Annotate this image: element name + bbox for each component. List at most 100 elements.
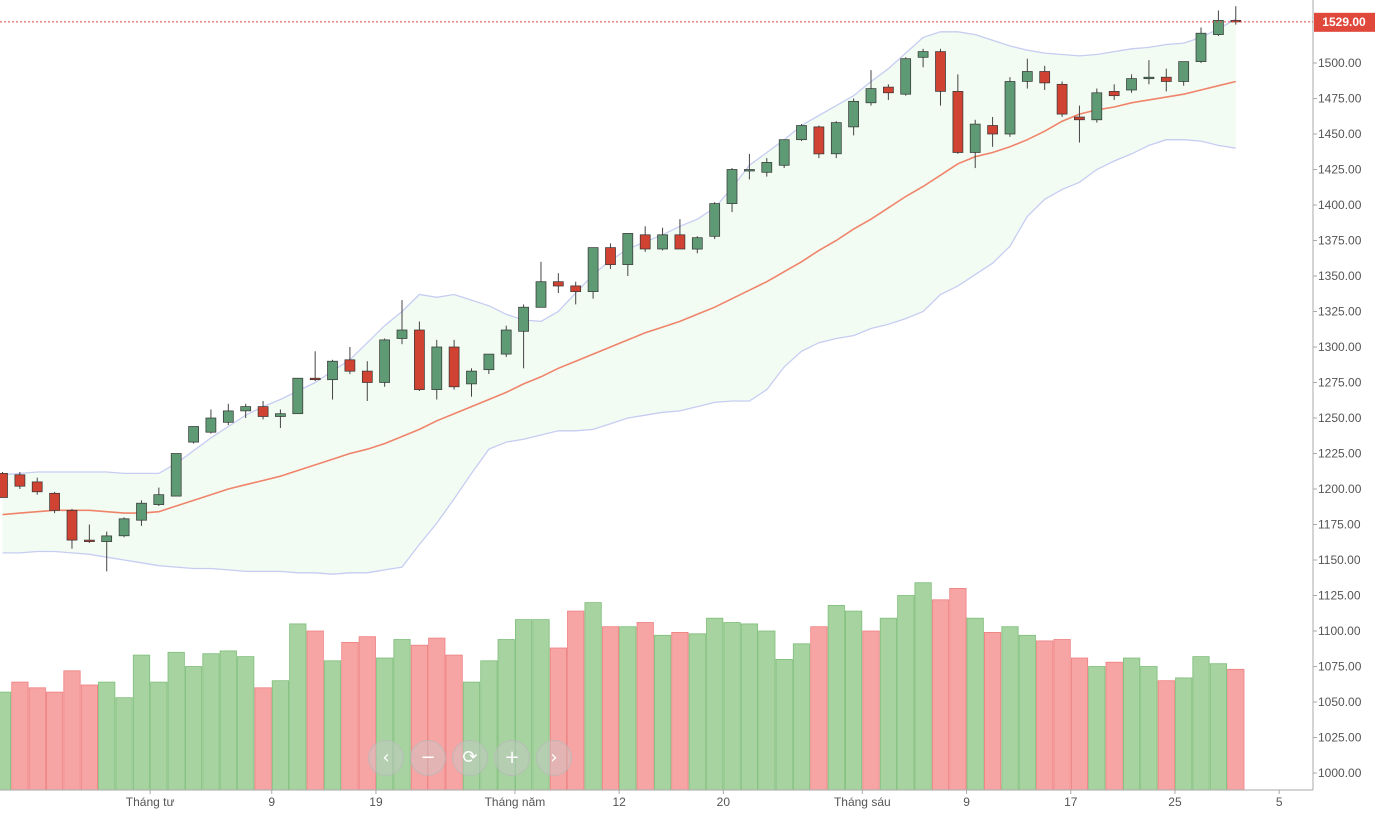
volume-bar <box>289 623 307 791</box>
volume-bar <box>1036 640 1054 791</box>
candle <box>379 338 390 387</box>
candle <box>414 321 425 392</box>
candle-body <box>1021 71 1033 82</box>
volume-bar <box>845 610 863 791</box>
candle-body <box>639 234 651 250</box>
candle-body <box>1160 76 1172 82</box>
volume-bar <box>1053 639 1071 791</box>
volume-bar <box>949 588 967 791</box>
candle-body <box>1039 71 1051 84</box>
candle <box>1143 60 1155 85</box>
candle <box>483 353 495 374</box>
candle-body <box>240 406 252 412</box>
candle-body <box>14 474 26 487</box>
candle-body <box>778 139 790 166</box>
candle <box>1230 6 1242 25</box>
candle <box>188 426 199 444</box>
candle-body <box>188 426 199 443</box>
candle-body <box>691 237 703 250</box>
candle-body <box>66 509 78 541</box>
volume-bar <box>1209 663 1227 791</box>
candle-body <box>431 346 443 390</box>
x-tick-label: 12 <box>612 795 626 809</box>
volume-bar <box>897 595 915 791</box>
scroll-left-button[interactable]: ‹ <box>368 740 404 776</box>
x-tick-label: 20 <box>717 795 731 809</box>
candle-body <box>1213 20 1224 35</box>
candle <box>275 409 286 428</box>
y-tick-label: 1050.00 <box>1318 695 1362 709</box>
volume-bar <box>827 605 845 791</box>
scroll-right-button[interactable]: › <box>536 740 572 776</box>
bollinger-bands <box>2 18 1237 575</box>
band-fill <box>2 19 1236 575</box>
candle <box>796 124 807 142</box>
candle-body <box>31 481 43 493</box>
candle <box>292 377 304 415</box>
candle <box>14 471 26 489</box>
zoom-in-button[interactable]: + <box>494 740 530 776</box>
candle-body <box>969 123 981 153</box>
candle <box>257 400 269 420</box>
x-tick-label: 19 <box>369 795 383 809</box>
candle-body <box>1143 76 1155 80</box>
candle <box>448 339 460 390</box>
candle <box>969 119 981 169</box>
candle-body <box>361 370 373 383</box>
candle <box>136 500 147 526</box>
candle <box>1160 68 1172 92</box>
candle-body <box>1178 61 1190 82</box>
candle <box>935 48 946 106</box>
volume-bar <box>931 599 950 791</box>
candle-body <box>292 377 304 415</box>
candle-body <box>935 51 946 92</box>
volume-bar <box>1018 634 1036 791</box>
candle-body <box>170 453 182 497</box>
volume-bars <box>0 582 1245 791</box>
volume-bar <box>80 684 98 791</box>
candle <box>1108 84 1120 100</box>
candle-body <box>535 281 547 308</box>
candles <box>0 6 1242 572</box>
candle-body <box>848 100 859 128</box>
candle <box>657 227 668 251</box>
reset-zoom-button[interactable]: ⟳ <box>452 740 488 776</box>
candle <box>1213 10 1224 37</box>
candle <box>917 48 929 68</box>
zoom-out-button[interactable]: − <box>410 740 446 776</box>
candle <box>49 491 60 514</box>
candle <box>639 226 651 252</box>
volume-bar <box>1157 680 1175 791</box>
candle-body <box>222 410 234 423</box>
y-tick-label: 1350.00 <box>1318 269 1362 283</box>
candle-body <box>275 413 286 417</box>
candle <box>84 524 95 543</box>
candle <box>674 219 686 250</box>
y-tick-label: 1125.00 <box>1318 589 1361 603</box>
candle <box>813 125 825 159</box>
y-tick-label: 1150.00 <box>1318 553 1361 567</box>
volume-bar <box>706 617 724 791</box>
candle <box>778 139 790 169</box>
volume-bar <box>11 681 29 791</box>
candle <box>327 359 338 400</box>
candle-body <box>1108 91 1120 97</box>
volume-bar <box>1088 666 1106 791</box>
candle-body <box>883 86 894 94</box>
candle <box>222 403 234 426</box>
candle-body <box>587 247 599 292</box>
volume-bar <box>237 656 255 791</box>
candle <box>1074 105 1085 143</box>
candle <box>1195 27 1207 63</box>
candle <box>605 243 616 269</box>
volume-bar <box>1227 668 1245 791</box>
candle <box>952 74 964 154</box>
volume-bar <box>306 630 324 791</box>
candle <box>518 304 529 369</box>
volume-bar <box>28 687 46 791</box>
candle <box>552 273 564 294</box>
candle-body <box>136 502 147 521</box>
volume-bar <box>98 681 116 791</box>
y-tick-label: 1025.00 <box>1318 731 1362 745</box>
